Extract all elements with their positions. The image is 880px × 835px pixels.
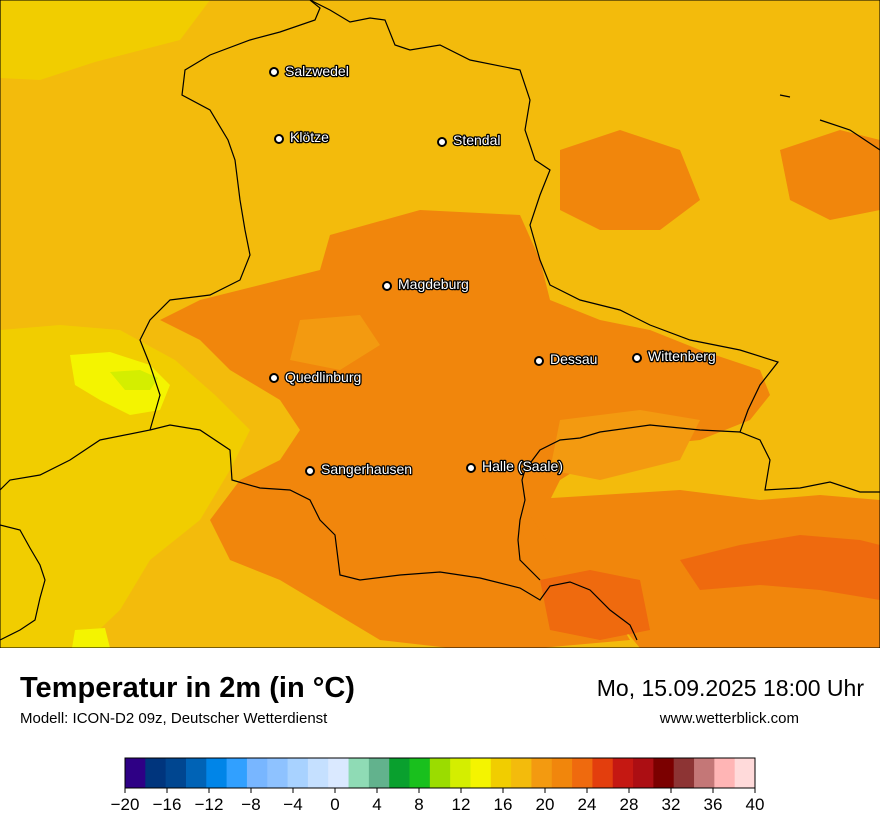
legend-swatch	[673, 758, 695, 788]
city-stendal[interactable]: Stendal	[437, 131, 502, 149]
legend-swatch	[125, 758, 146, 788]
temp-zone-14	[0, 325, 250, 648]
city-label: Magdeburg	[398, 276, 469, 292]
legend-swatch	[450, 758, 471, 788]
temperature-map: Salzwedel Klötze Stendal Magdeburg Quedl…	[0, 0, 880, 649]
legend-tick-label: 24	[578, 795, 597, 814]
city-label: Halle (Saale)	[482, 458, 563, 474]
legend-swatch	[267, 758, 289, 788]
city-dessau[interactable]: Dessau	[534, 350, 599, 368]
temp-zone-16	[72, 628, 110, 648]
temp-zone-22	[560, 130, 700, 230]
city-quedlinburg[interactable]: Quedlinburg	[269, 368, 363, 386]
legend-swatch	[694, 758, 715, 788]
legend-swatch	[165, 758, 187, 788]
legend-tick-label: 32	[662, 795, 681, 814]
legend-swatch	[633, 758, 654, 788]
legend-swatch	[470, 758, 492, 788]
city-dot	[466, 463, 476, 473]
city-label: Dessau	[550, 351, 597, 367]
city-dot	[437, 137, 447, 147]
city-sangerhausen[interactable]: Sangerhausen	[305, 460, 413, 478]
map-title: Temperatur in 2m (in °C)	[20, 672, 355, 704]
legend-swatch	[206, 758, 228, 788]
legend-tick-label: 4	[372, 795, 381, 814]
legend-swatch	[490, 758, 512, 788]
legend-tick-label: 12	[452, 795, 471, 814]
legend-tick-label: −8	[241, 795, 260, 814]
legend-swatch	[348, 758, 370, 788]
city-label: Salzwedel	[285, 63, 349, 79]
legend-tick-label: 8	[414, 795, 423, 814]
color-legend: −20 −16 −12 −8 −4 0 4 8 12 16 20 24 28 32 36 40	[0, 748, 880, 830]
temp-zone-14	[0, 470, 60, 620]
temp-zone-12	[110, 370, 158, 390]
legend-swatch	[429, 758, 451, 788]
legend-swatch	[734, 758, 756, 788]
city-dot	[534, 356, 544, 366]
temp-zone-22	[780, 130, 880, 220]
legend-tick-label: −20	[111, 795, 140, 814]
website-link[interactable]: www.wetterblick.com	[659, 710, 799, 727]
legend-swatch	[592, 758, 614, 788]
legend-swatch	[409, 758, 431, 788]
city-dot	[274, 134, 284, 144]
legend-tick-label: 36	[704, 795, 723, 814]
legend-tick-label: 16	[494, 795, 513, 814]
legend-swatch	[185, 758, 207, 788]
city-wittenberg[interactable]: Wittenberg	[632, 347, 717, 365]
city-salzwedel[interactable]: Salzwedel	[269, 62, 350, 80]
legend-swatch	[328, 758, 350, 788]
legend-swatch	[653, 758, 675, 788]
legend-swatch	[246, 758, 268, 788]
city-label: Klötze	[290, 129, 329, 145]
city-dot	[305, 466, 315, 476]
city-kloetze[interactable]: Klötze	[274, 128, 330, 146]
legend-tick-label: −4	[283, 795, 302, 814]
city-dot	[269, 67, 279, 77]
legend-canvas: −20 −16 −12 −8 −4 0 4 8 12 16 20 24 28 32 36 40	[111, 757, 765, 814]
temp-zone-24	[680, 535, 880, 600]
temp-zone-20	[550, 410, 700, 480]
city-markers: Salzwedel Klötze Stendal Magdeburg Quedl…	[269, 62, 717, 478]
legend-tick-label: −16	[153, 795, 182, 814]
legend-swatch	[307, 758, 329, 788]
legend-swatch	[551, 758, 573, 788]
map-canvas: Salzwedel Klötze Stendal Magdeburg Quedl…	[0, 0, 880, 649]
map-footer: Temperatur in 2m (in °C) Modell: ICON-D2…	[0, 648, 880, 830]
legend-swatch	[368, 758, 390, 788]
model-source: Modell: ICON-D2 09z, Deutscher Wetterdie…	[20, 710, 328, 727]
legend-swatch	[287, 758, 309, 788]
legend-swatch	[612, 758, 634, 788]
legend-tick-label: 40	[746, 795, 765, 814]
city-label: Sangerhausen	[321, 461, 412, 477]
state-borders	[0, 0, 880, 641]
city-dot	[632, 353, 642, 363]
city-label: Stendal	[453, 132, 500, 148]
legend-swatch	[226, 758, 248, 788]
legend-border	[124, 757, 756, 789]
city-dot	[382, 281, 392, 291]
temp-zone-14	[0, 0, 210, 80]
legend-tick-label: 20	[536, 795, 555, 814]
legend-swatch	[572, 758, 593, 788]
city-label: Wittenberg	[648, 348, 716, 364]
city-halle[interactable]: Halle (Saale)	[466, 457, 564, 475]
forecast-datetime: Mo, 15.09.2025 18:00 Uhr	[596, 675, 864, 701]
city-dot	[269, 373, 279, 383]
legend-swatch	[511, 758, 532, 788]
temp-zone-20	[290, 315, 380, 370]
temp-zone-24	[540, 570, 650, 640]
legend-swatch	[714, 758, 736, 788]
legend-tick-label: −12	[195, 795, 224, 814]
city-magdeburg[interactable]: Magdeburg	[382, 275, 470, 293]
legend-swatch	[531, 758, 553, 788]
legend-tick-label: 28	[620, 795, 639, 814]
city-label: Quedlinburg	[285, 369, 361, 385]
legend-swatch	[145, 758, 167, 788]
legend-tick-label: 0	[330, 795, 339, 814]
legend-swatch	[389, 758, 411, 788]
